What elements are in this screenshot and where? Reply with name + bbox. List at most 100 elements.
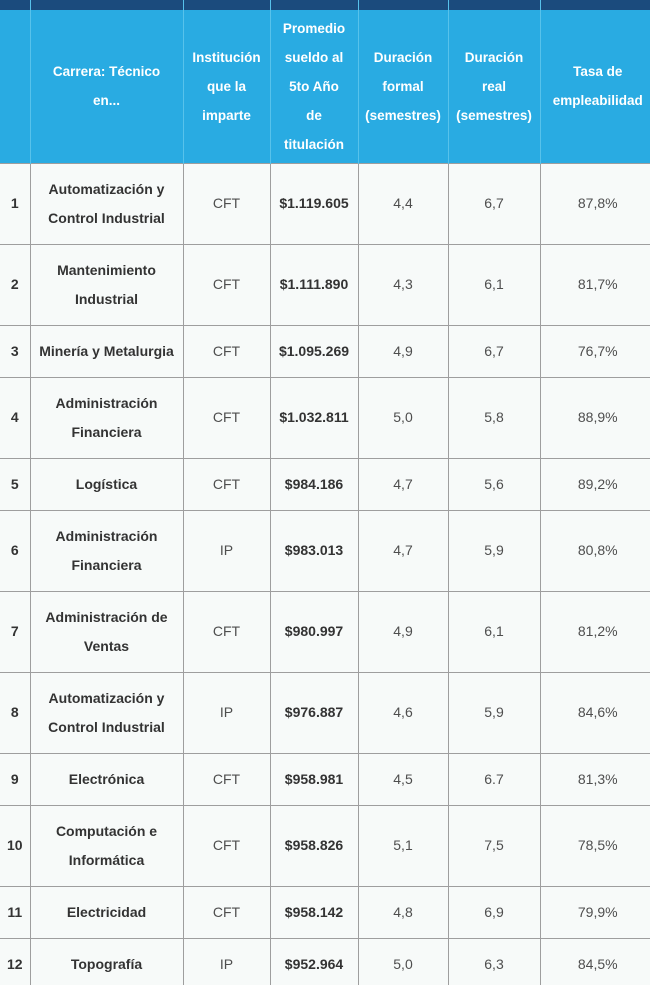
salary-cell: $958.142 xyxy=(269,885,358,938)
top-bar-segment xyxy=(447,0,540,10)
institution-cell: CFT xyxy=(182,376,270,458)
top-bar-segment xyxy=(269,0,358,10)
header-row: Carrera: Técnico en... Institución que l… xyxy=(0,10,650,163)
career-cell: Administración Financiera xyxy=(29,376,183,458)
table-row: 2 Mantenimiento Industrial CFT $1.111.89… xyxy=(0,243,650,325)
formal-duration-cell: 4,9 xyxy=(357,590,448,672)
employability-cell: 81,7% xyxy=(539,243,650,325)
salary-cell: $980.997 xyxy=(269,590,358,672)
rank-cell: 8 xyxy=(0,671,30,753)
career-cell: Topografía xyxy=(29,937,183,985)
institution-cell: IP xyxy=(182,509,270,591)
top-bar-segment xyxy=(539,0,650,10)
employability-cell: 79,9% xyxy=(539,885,650,938)
real-duration-cell: 6,7 xyxy=(447,162,540,244)
career-cell: Automatización y Control Industrial xyxy=(29,162,183,244)
table-row: 9 Electrónica CFT $958.981 4,5 6.7 81,3% xyxy=(0,752,650,805)
career-cell: Electrónica xyxy=(29,752,183,805)
salary-cell: $1.111.890 xyxy=(269,243,358,325)
table-row: 11 Electricidad CFT $958.142 4,8 6,9 79,… xyxy=(0,885,650,938)
header-formal-duration: Duración formal (semestres) xyxy=(357,10,448,163)
employability-cell: 88,9% xyxy=(539,376,650,458)
employability-cell: 78,5% xyxy=(539,804,650,886)
real-duration-cell: 5,6 xyxy=(447,457,540,510)
formal-duration-cell: 4,9 xyxy=(357,324,448,377)
salary-cell: $984.186 xyxy=(269,457,358,510)
institution-cell: IP xyxy=(182,671,270,753)
formal-duration-cell: 4,5 xyxy=(357,752,448,805)
top-bar-segment xyxy=(182,0,270,10)
table-body: 1 Automatización y Control Industrial CF… xyxy=(0,162,650,985)
formal-duration-cell: 5,0 xyxy=(357,937,448,985)
formal-duration-cell: 4,3 xyxy=(357,243,448,325)
real-duration-cell: 7,5 xyxy=(447,804,540,886)
header-top-bar xyxy=(0,0,650,10)
employability-cell: 87,8% xyxy=(539,162,650,244)
career-cell: Automatización y Control Industrial xyxy=(29,671,183,753)
career-cell: Computación e Informática xyxy=(29,804,183,886)
real-duration-cell: 6,1 xyxy=(447,243,540,325)
formal-duration-cell: 4,4 xyxy=(357,162,448,244)
header-career: Carrera: Técnico en... xyxy=(29,10,183,163)
table-row: 8 Automatización y Control Industrial IP… xyxy=(0,671,650,753)
career-cell: Administración de Ventas xyxy=(29,590,183,672)
formal-duration-cell: 4,7 xyxy=(357,509,448,591)
employability-cell: 89,2% xyxy=(539,457,650,510)
rank-cell: 12 xyxy=(0,937,30,985)
table-row: 4 Administración Financiera CFT $1.032.8… xyxy=(0,376,650,458)
employability-cell: 80,8% xyxy=(539,509,650,591)
rank-cell: 6 xyxy=(0,509,30,591)
formal-duration-cell: 5,1 xyxy=(357,804,448,886)
table-row: 6 Administración Financiera IP $983.013 … xyxy=(0,509,650,591)
career-cell: Mantenimiento Industrial xyxy=(29,243,183,325)
salary-cell: $958.981 xyxy=(269,752,358,805)
header-rank xyxy=(0,10,30,163)
institution-cell: CFT xyxy=(182,162,270,244)
real-duration-cell: 6,1 xyxy=(447,590,540,672)
institution-cell: IP xyxy=(182,937,270,985)
top-bar-segment xyxy=(29,0,183,10)
rank-cell: 10 xyxy=(0,804,30,886)
institution-cell: CFT xyxy=(182,243,270,325)
institution-cell: CFT xyxy=(182,457,270,510)
table-row: 3 Minería y Metalurgia CFT $1.095.269 4,… xyxy=(0,324,650,377)
salary-cell: $1.095.269 xyxy=(269,324,358,377)
salary-cell: $983.013 xyxy=(269,509,358,591)
rank-cell: 4 xyxy=(0,376,30,458)
table-row: 10 Computación e Informática CFT $958.82… xyxy=(0,804,650,886)
table-row: 5 Logística CFT $984.186 4,7 5,6 89,2% xyxy=(0,457,650,510)
real-duration-cell: 6,9 xyxy=(447,885,540,938)
header-real-duration: Duración real (semestres) xyxy=(447,10,540,163)
real-duration-cell: 5,8 xyxy=(447,376,540,458)
salary-cell: $1.119.605 xyxy=(269,162,358,244)
salary-cell: $976.887 xyxy=(269,671,358,753)
real-duration-cell: 6.7 xyxy=(447,752,540,805)
institution-cell: CFT xyxy=(182,885,270,938)
rank-cell: 9 xyxy=(0,752,30,805)
employability-cell: 84,5% xyxy=(539,937,650,985)
real-duration-cell: 6,7 xyxy=(447,324,540,377)
institution-cell: CFT xyxy=(182,324,270,377)
real-duration-cell: 5,9 xyxy=(447,671,540,753)
top-bar-segment xyxy=(0,0,30,10)
top-bar-segment xyxy=(357,0,448,10)
salary-cell: $958.826 xyxy=(269,804,358,886)
formal-duration-cell: 4,7 xyxy=(357,457,448,510)
real-duration-cell: 5,9 xyxy=(447,509,540,591)
table-row: 7 Administración de Ventas CFT $980.997 … xyxy=(0,590,650,672)
rank-cell: 7 xyxy=(0,590,30,672)
institution-cell: CFT xyxy=(182,752,270,805)
employability-cell: 84,6% xyxy=(539,671,650,753)
career-cell: Electricidad xyxy=(29,885,183,938)
rank-cell: 3 xyxy=(0,324,30,377)
formal-duration-cell: 5,0 xyxy=(357,376,448,458)
salary-cell: $952.964 xyxy=(269,937,358,985)
employability-cell: 76,7% xyxy=(539,324,650,377)
table-row: 12 Topografía IP $952.964 5,0 6,3 84,5% xyxy=(0,937,650,985)
header-institution: Institución que la imparte xyxy=(182,10,270,163)
rank-cell: 5 xyxy=(0,457,30,510)
salary-cell: $1.032.811 xyxy=(269,376,358,458)
formal-duration-cell: 4,8 xyxy=(357,885,448,938)
table-row: 1 Automatización y Control Industrial CF… xyxy=(0,162,650,244)
